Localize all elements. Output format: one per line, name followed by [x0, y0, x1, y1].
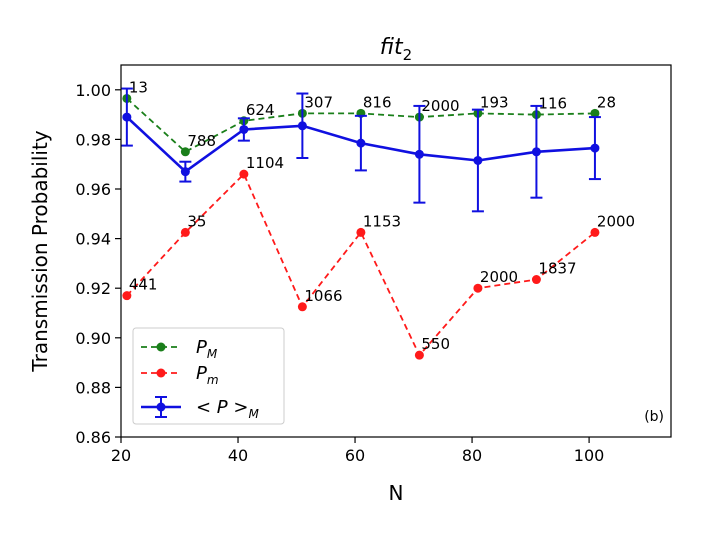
data-point	[239, 169, 249, 179]
data-point	[297, 121, 307, 131]
point-label: 441	[129, 276, 158, 294]
data-point	[414, 350, 424, 360]
legend-label: Pm	[196, 363, 219, 387]
point-label: 816	[363, 93, 392, 111]
point-label: 193	[480, 93, 509, 111]
series-p-m	[120, 87, 601, 213]
y-tick-label: 0.86	[75, 428, 111, 447]
point-label: 1104	[246, 154, 284, 172]
y-tick-label: 0.94	[75, 230, 111, 249]
data-point	[356, 138, 366, 148]
legend-label-main: < P >	[196, 397, 248, 418]
x-axis-label: N	[389, 481, 404, 505]
y-tick-label: 0.96	[75, 180, 111, 199]
chart-title-subscript: 2	[403, 46, 413, 64]
data-point	[590, 143, 600, 153]
point-label: 116	[538, 95, 567, 113]
point-label: 1066	[304, 287, 342, 305]
data-point	[297, 302, 307, 312]
chart-title: fit2	[380, 35, 412, 64]
point-label: 624	[246, 101, 275, 119]
y-tick-label: 0.90	[75, 329, 111, 348]
legend-label: PM	[196, 337, 218, 361]
y-tick-label: 0.88	[75, 378, 111, 397]
point-label: 307	[304, 93, 333, 111]
data-point	[122, 291, 132, 301]
point-label: 35	[187, 212, 206, 230]
point-label: 13	[129, 78, 148, 96]
x-tick-label: 60	[345, 446, 365, 465]
legend-label-subscript: m	[207, 373, 219, 387]
x-axis: 20 40 60 80 100	[111, 437, 605, 465]
data-point	[180, 147, 190, 157]
point-label: 1837	[538, 260, 576, 278]
legend-label: < P >M	[196, 397, 259, 421]
data-point	[239, 124, 249, 134]
data-point	[590, 227, 600, 237]
point-label: 2000	[480, 268, 518, 286]
legend-item: Pm	[141, 363, 219, 387]
point-label: 2000	[597, 212, 635, 230]
y-tick-label: 0.92	[75, 279, 111, 298]
legend-label-main: P	[196, 363, 207, 384]
x-tick-label: 20	[111, 446, 131, 465]
legend-label-subscript: M	[248, 407, 259, 421]
y-axis: 0.86 0.88 0.90 0.92 0.94 0.96 0.98 1.00	[75, 81, 121, 447]
y-axis-label: Transmission Probability	[28, 130, 52, 372]
y-tick-label: 1.00	[75, 81, 111, 100]
legend-item: < P >M	[141, 396, 259, 421]
legend-marker	[156, 342, 166, 352]
legend-label-subscript: M	[207, 347, 218, 361]
plot-area: 441 35 1104 1066 1153 550 2000 1837 2000 13 788 624…	[120, 78, 635, 360]
point-label: 1153	[363, 212, 401, 230]
panel-label: (b)	[644, 409, 664, 425]
data-point	[122, 112, 132, 122]
data-point	[356, 227, 366, 237]
series-line	[126, 172, 596, 357]
point-label: 788	[187, 132, 216, 150]
x-tick-label: 40	[228, 446, 248, 465]
data-point	[473, 283, 483, 293]
data-point	[531, 147, 541, 157]
point-label: 2000	[421, 97, 459, 115]
x-tick-label: 100	[574, 446, 605, 465]
legend-marker	[156, 402, 166, 412]
data-point	[473, 155, 483, 165]
x-tick-label: 80	[462, 446, 482, 465]
data-point	[590, 108, 600, 118]
legend-label-main: P	[196, 337, 207, 358]
data-point	[531, 275, 541, 285]
y-tick-label: 0.98	[75, 130, 111, 149]
data-point	[414, 149, 424, 159]
plot-frame	[120, 64, 672, 438]
point-label: 28	[597, 93, 616, 111]
point-label: 550	[421, 335, 450, 353]
legend-item: PM	[141, 337, 218, 361]
legend-marker	[156, 368, 166, 378]
series-p-m: 441 35 1104 1066 1153 550 2000 1837 2000	[122, 154, 635, 360]
legend-box	[132, 327, 285, 425]
data-point	[180, 167, 190, 177]
data-point	[180, 227, 190, 237]
